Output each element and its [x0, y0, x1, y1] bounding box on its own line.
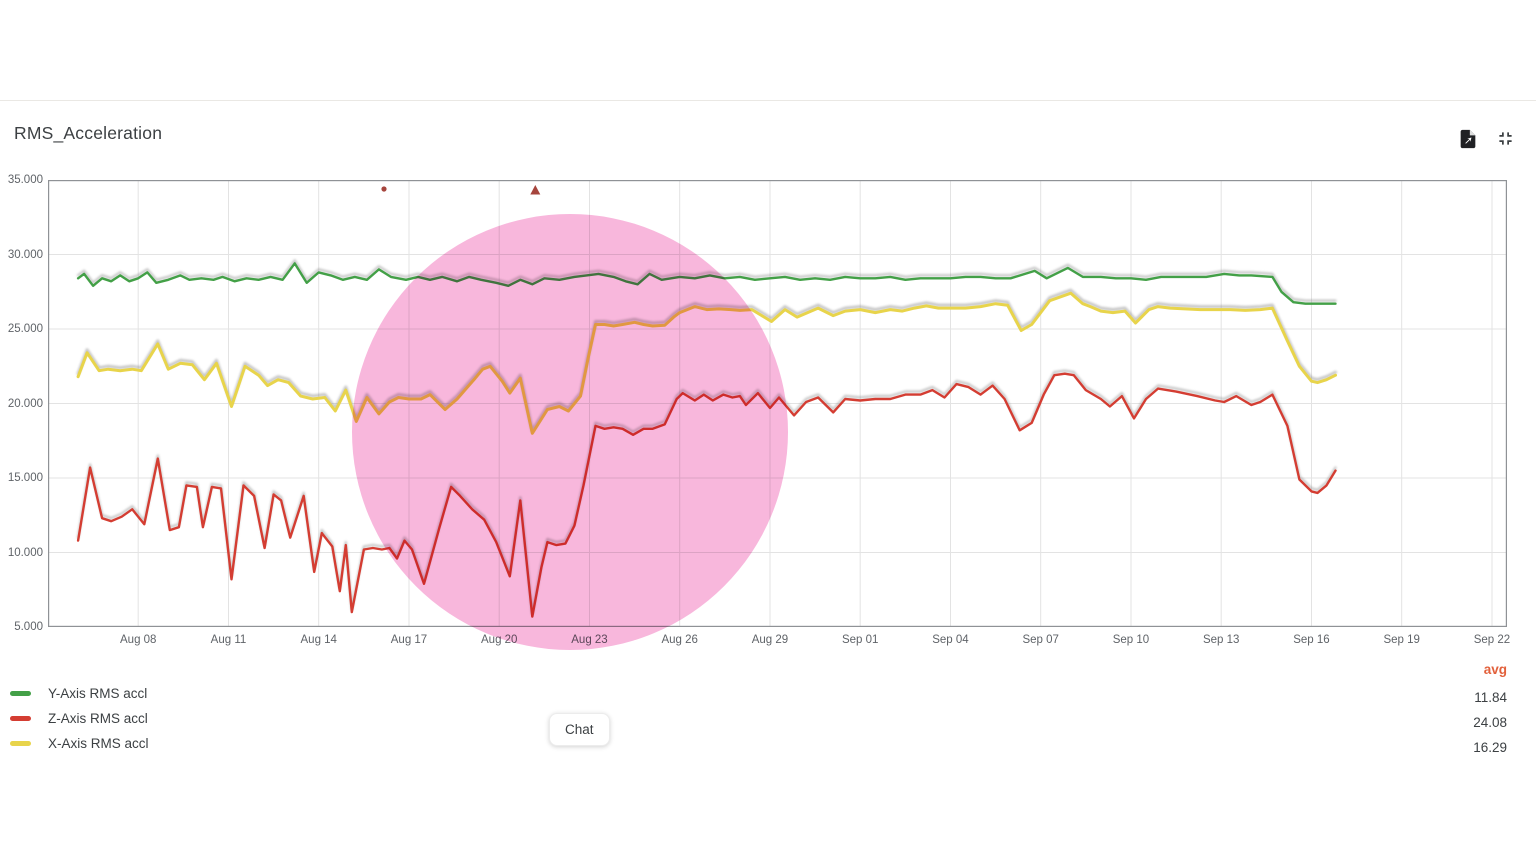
avg-value: 24.08 [1473, 715, 1507, 730]
x-tick-label: Sep 13 [1202, 634, 1240, 646]
x-tick-label: Aug 26 [661, 634, 698, 646]
legend-swatch [10, 691, 31, 696]
series-x-axis-rms-accl [76, 291, 1337, 435]
export-report-icon[interactable] [1457, 128, 1481, 152]
chart-legend: Y-Axis RMS accl Z-Axis RMS accl X-Axis RMS… [10, 681, 149, 756]
series-y-axis-rms-accl [76, 262, 1337, 305]
x-tick-label: Sep 16 [1293, 634, 1330, 646]
x-tick-label: Sep 19 [1383, 634, 1420, 646]
x-tick-label: Aug 29 [751, 634, 789, 646]
avg-column: avg 11.84 24.08 16.29 [1473, 662, 1507, 760]
x-tick-label: Aug 17 [390, 634, 428, 646]
chart-title: RMS_Acceleration [14, 123, 163, 143]
x-tick-label: Sep 22 [1473, 634, 1511, 646]
series-z-axis-rms-accl [76, 372, 1337, 618]
legend-swatch [10, 741, 31, 746]
y-tick-label: 20.000 [7, 397, 43, 410]
panel-top-divider [0, 100, 1536, 101]
legend-row[interactable]: Z-Axis RMS accl [10, 706, 149, 731]
alert-triangle-marker [530, 185, 541, 195]
x-tick-label: Sep 04 [932, 634, 969, 646]
y-tick-label: 15.000 [7, 472, 43, 484]
legend-label: Y-Axis RMS accl [48, 686, 148, 701]
x-tick-label: Aug 11 [210, 634, 247, 646]
x-tick-label: Sep 01 [841, 634, 879, 646]
y-tick-label: 25.000 [7, 323, 43, 335]
chat-button[interactable]: Chat [549, 713, 610, 746]
avg-value: 11.84 [1474, 690, 1507, 705]
avg-column-header: avg [1483, 662, 1507, 677]
y-tick-label: 10.000 [7, 546, 43, 559]
legend-row[interactable]: Y-Axis RMS accl [10, 681, 149, 706]
legend-label: X-Axis RMS accl [48, 736, 149, 751]
x-tick-label: Aug 20 [481, 634, 518, 646]
legend-row[interactable]: X-Axis RMS accl [10, 731, 149, 756]
avg-value: 16.29 [1473, 740, 1507, 755]
legend-label: Z-Axis RMS accl [48, 711, 148, 726]
x-tick-label: Aug 23 [571, 634, 608, 646]
chart-plot-area[interactable] [48, 180, 1507, 627]
x-tick-label: Sep 10 [1112, 634, 1150, 646]
x-tick-label: Aug 14 [300, 634, 337, 646]
collapse-fullscreen-icon[interactable] [1495, 128, 1519, 152]
y-tick-label: 35.000 [7, 174, 43, 186]
x-tick-label: Sep 07 [1022, 634, 1059, 646]
x-tick-label: Aug 08 [120, 634, 157, 646]
y-tick-label: 30.000 [7, 248, 43, 261]
y-tick-label: 5.000 [14, 621, 43, 633]
legend-swatch [10, 716, 31, 721]
alert-dot-marker [381, 186, 387, 192]
